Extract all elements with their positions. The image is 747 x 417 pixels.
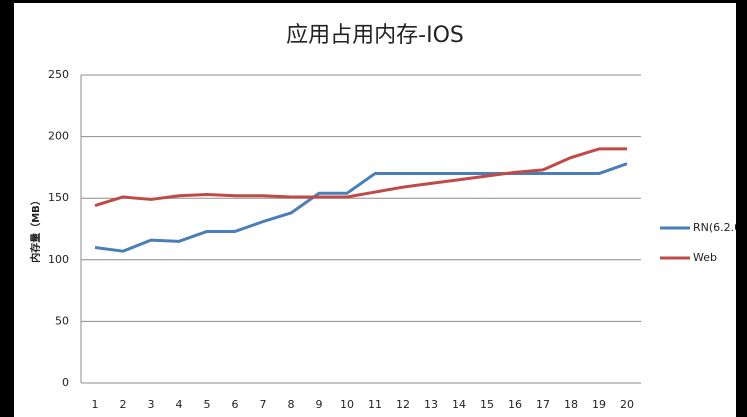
x-tick-label: 2 bbox=[120, 398, 127, 411]
y-tick-label: 0 bbox=[62, 376, 69, 389]
x-tick-label: 3 bbox=[148, 398, 155, 411]
x-tick-label: 19 bbox=[592, 398, 606, 411]
x-tick-label: 8 bbox=[288, 398, 295, 411]
y-tick-label: 200 bbox=[48, 130, 69, 143]
x-tick-label: 5 bbox=[204, 398, 211, 411]
x-tick-label: 16 bbox=[508, 398, 522, 411]
series-line bbox=[94, 147, 627, 208]
y-tick-label: 250 bbox=[48, 68, 69, 81]
x-tick-label: 11 bbox=[368, 398, 382, 411]
x-tick-label: 15 bbox=[480, 398, 494, 411]
y-axis-title: 内存量（MB） bbox=[29, 195, 42, 263]
x-tick-label: 18 bbox=[564, 398, 578, 411]
x-tick-label: 1 bbox=[92, 398, 99, 411]
x-tick-label: 7 bbox=[260, 398, 267, 411]
x-tick-label: 13 bbox=[424, 398, 438, 411]
series-line bbox=[94, 162, 628, 253]
chart-background bbox=[14, 3, 736, 417]
x-tick-label: 6 bbox=[232, 398, 239, 411]
chart-title: 应用占用内存-IOS bbox=[286, 23, 464, 48]
x-tick-label: 20 bbox=[620, 398, 634, 411]
x-tick-label: 17 bbox=[536, 398, 550, 411]
y-tick-label: 100 bbox=[48, 253, 69, 266]
legend-label: Web bbox=[693, 251, 717, 264]
x-tick-label: 12 bbox=[396, 398, 410, 411]
y-tick-label: 50 bbox=[55, 314, 69, 327]
x-tick-label: 9 bbox=[316, 398, 323, 411]
legend-label: RN(6.2.0 bbox=[693, 221, 741, 234]
x-tick-label: 14 bbox=[452, 398, 466, 411]
x-tick-label: 10 bbox=[340, 398, 354, 411]
y-tick-label: 150 bbox=[48, 191, 69, 204]
x-tick-label: 4 bbox=[176, 398, 183, 411]
